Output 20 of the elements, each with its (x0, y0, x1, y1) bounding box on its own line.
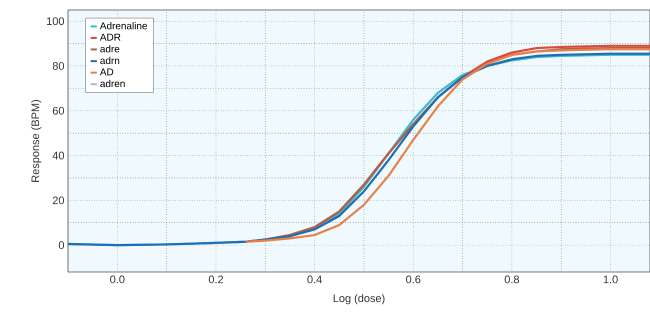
x-tick-label: 1.0 (604, 276, 618, 284)
y-tick-label: 20 (52, 196, 64, 204)
y-axis-title: Response (BPM) (31, 100, 42, 182)
y-tick-label: 60 (52, 106, 64, 115)
x-tick-label: 0.8 (504, 276, 520, 284)
y-tick-label: 40 (52, 152, 64, 160)
y-tick-label: 80 (52, 62, 64, 70)
x-tick-label: 0.4 (307, 276, 322, 284)
legend-label: ADR (100, 34, 120, 41)
x-axis-title: Log (dose) (334, 294, 384, 304)
legend-label: adren (100, 80, 125, 88)
y-tick-label: 0 (58, 241, 64, 250)
legend-label: adrn (100, 56, 120, 64)
x-tick-label: 0.6 (406, 276, 420, 284)
y-tick-label: 100 (47, 17, 64, 26)
x-tick-label: 0.0 (110, 276, 124, 284)
legend-label: Adrenaline (100, 22, 148, 30)
legend-label: AD (100, 68, 114, 76)
legend-label: adre (100, 45, 120, 52)
x-tick-label: 0.2 (208, 276, 224, 284)
